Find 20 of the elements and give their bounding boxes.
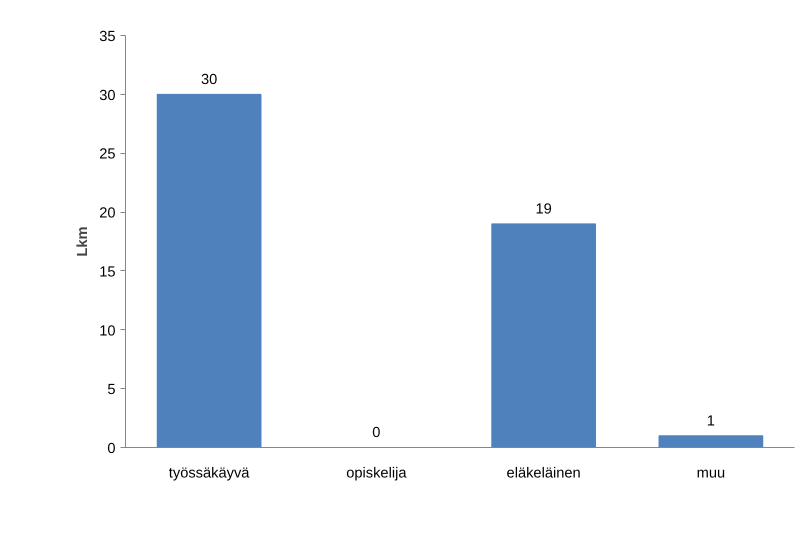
y-tick-label: 5 [107,382,116,398]
y-tick-label: 0 [107,441,116,457]
x-tick-label: muu [696,466,726,482]
y-tick-label: 15 [99,264,116,280]
y-tick-label: 25 [99,146,116,163]
bar [491,223,596,448]
y-tick-label: 10 [99,323,116,340]
y-tick-label: 35 [99,29,116,45]
data-label: 0 [372,425,380,442]
bar [658,435,764,448]
data-label: 1 [706,413,715,430]
x-tick-label: eläkeläinen [506,466,581,482]
y-tick-label: 20 [99,206,116,222]
data-label: 30 [200,72,218,88]
x-tick-label: työssäkäyvä [168,466,250,482]
data-label: 19 [535,202,552,218]
y-tick-label: 30 [99,88,116,104]
y-axis-title: Lkm [75,226,92,257]
x-tick-label: opiskelija [346,466,408,482]
bar [156,94,262,448]
